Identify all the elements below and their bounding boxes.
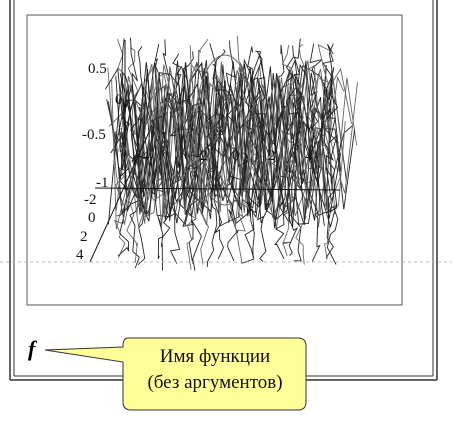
- wire-ellipse: [194, 54, 256, 206]
- axis-label: -2: [84, 192, 97, 208]
- wire-line: [129, 37, 143, 269]
- axis-label: 0: [115, 92, 123, 108]
- wire-line: [325, 43, 339, 265]
- axis-label: 2: [268, 148, 276, 164]
- wire-line: [119, 59, 342, 222]
- axis-label: 4: [76, 247, 84, 263]
- wire-line: [115, 70, 333, 221]
- axis-label: -1: [96, 175, 109, 191]
- wire-line: [131, 63, 346, 217]
- function-name: f: [28, 336, 38, 361]
- axis-line: [94, 187, 341, 191]
- wireframe: [89, 35, 358, 271]
- callout-line: Имя функции: [160, 346, 270, 367]
- axis-label: -0.5: [82, 127, 106, 143]
- axis-label: -4: [137, 148, 150, 164]
- callout-bubble: [44, 337, 307, 411]
- wire-line: [140, 72, 358, 209]
- callout-line: (без аргументов): [147, 372, 282, 393]
- axis-line: [89, 129, 151, 263]
- axis-label: 2: [80, 229, 88, 245]
- axis-label: -2: [195, 148, 208, 164]
- wire-line: [293, 43, 307, 265]
- axis-label: 0.5: [88, 61, 107, 77]
- axis-label: 4: [305, 148, 313, 164]
- wire-line: [273, 44, 287, 260]
- axis-label: 0: [88, 210, 96, 226]
- wire-line: [253, 51, 267, 263]
- wire-line: [281, 44, 295, 257]
- wire-line: [111, 64, 326, 230]
- wire-line: [116, 60, 332, 224]
- wire-line: [119, 61, 342, 226]
- axis-label: 0: [232, 148, 240, 164]
